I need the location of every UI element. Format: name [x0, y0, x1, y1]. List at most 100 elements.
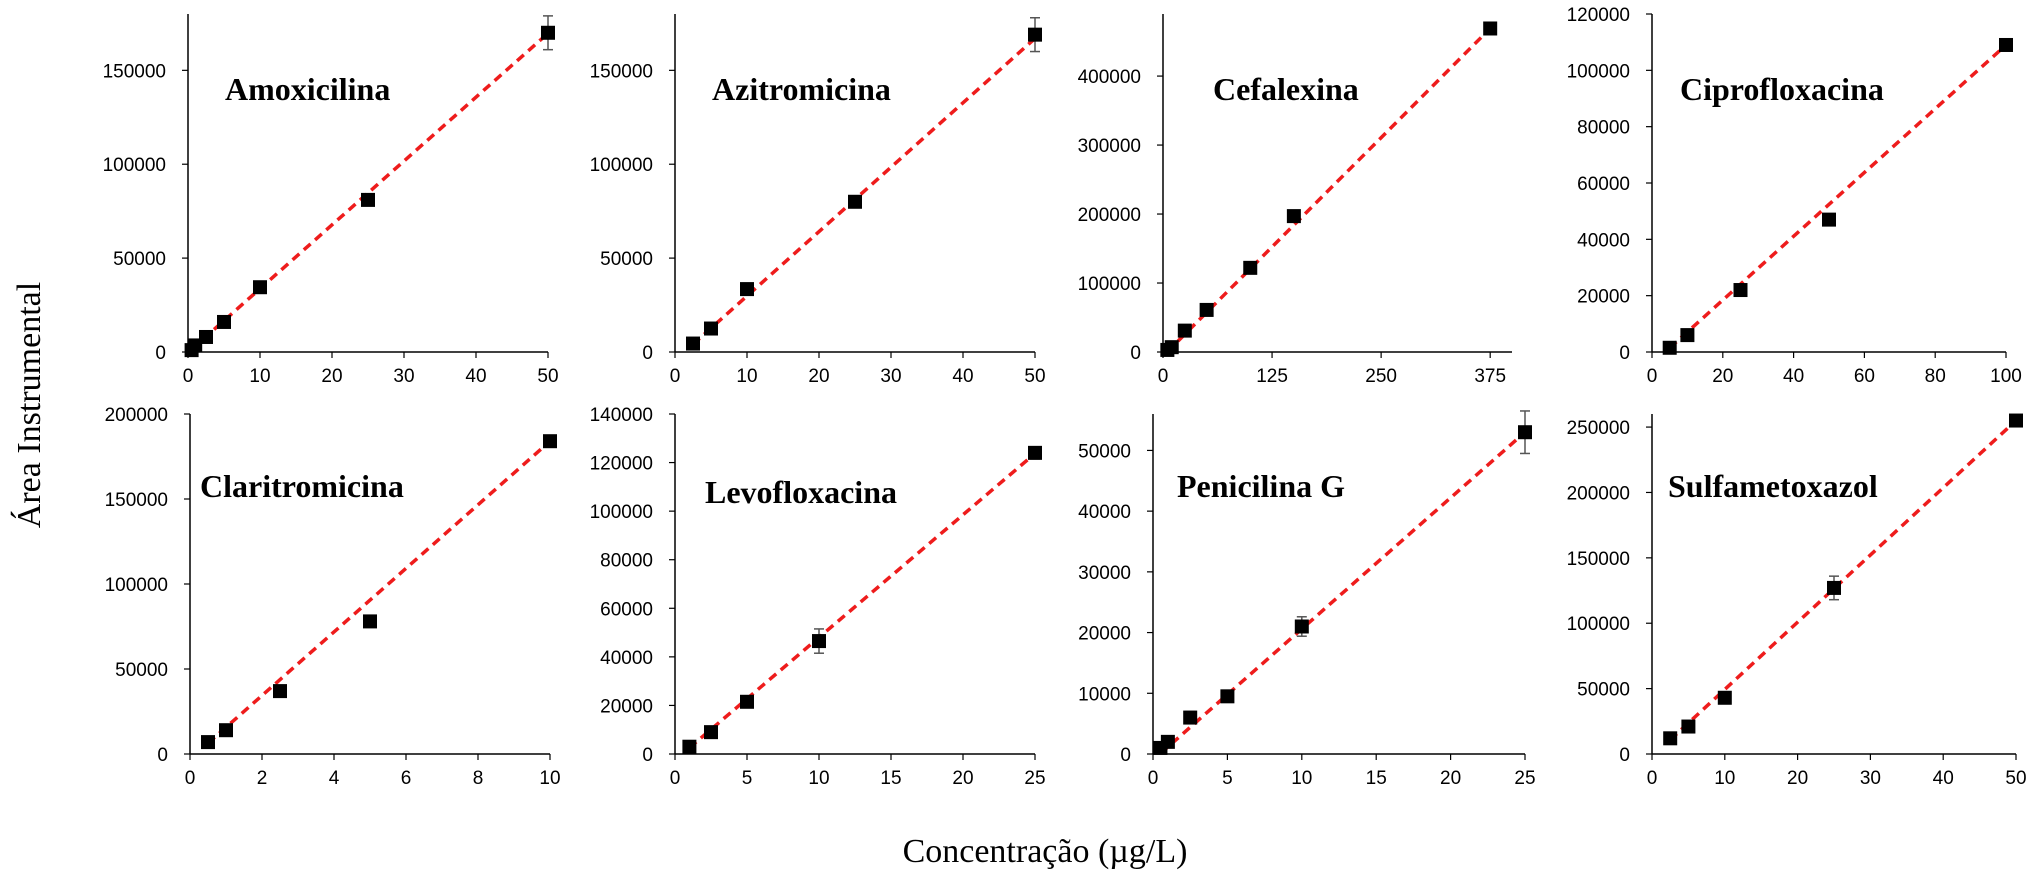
data-point [217, 314, 231, 329]
panel-title: Levofloxacina [705, 474, 897, 510]
y-tick-label: 50000 [1577, 680, 1630, 701]
data-point [273, 684, 287, 699]
x-tick-label: 5 [1222, 768, 1233, 789]
x-tick-label: 8 [473, 768, 484, 789]
x-tick-label: 50 [537, 366, 558, 387]
y-tick-label: 140000 [590, 405, 653, 426]
fit-line [1668, 43, 2008, 350]
x-tick-label: 100 [1990, 366, 2022, 387]
y-tick-label: 0 [1120, 745, 1131, 766]
data-point [1483, 21, 1498, 36]
fit-line [1166, 27, 1492, 354]
y-tick-label: 100000 [103, 155, 166, 176]
y-tick-label: 50000 [600, 249, 653, 270]
x-tick-label: 125 [1256, 366, 1288, 387]
chart-panel: 0 50000 100000 150000 0 10 20 30 40 50 Azitromicin… [590, 14, 1046, 387]
x-tick-label: 0 [1647, 768, 1658, 789]
y-tick-label: 0 [1130, 343, 1141, 364]
x-tick-label: 250 [1365, 366, 1397, 387]
data-point [253, 280, 267, 295]
y-tick-label: 100000 [590, 155, 653, 176]
data-point [1822, 212, 1836, 227]
y-tick-label: 100000 [1567, 614, 1630, 635]
y-tick-label: 0 [1619, 745, 1630, 766]
y-tick-label: 60000 [600, 599, 653, 620]
y-tick-label: 50000 [113, 249, 166, 270]
data-point [1220, 689, 1235, 704]
x-tick-label: 6 [401, 768, 412, 789]
chart-panel: 0 50000 100000 150000 200000 250000 0 10 20 30 40 5… [1567, 413, 2027, 789]
x-tick-label: 10 [539, 768, 560, 789]
data-point [686, 336, 700, 351]
y-tick-label: 200000 [1078, 205, 1141, 226]
y-tick-label: 0 [642, 745, 653, 766]
x-tick-label: 20 [1712, 366, 1733, 387]
x-tick-label: 80 [1925, 366, 1946, 387]
x-tick-label: 10 [736, 366, 757, 387]
y-tick-label: 0 [1619, 343, 1630, 364]
x-tick-label: 15 [880, 768, 901, 789]
x-tick-label: 25 [1514, 768, 1535, 789]
data-point [1164, 340, 1179, 355]
data-point [704, 321, 718, 336]
data-point [1243, 260, 1258, 275]
panel-title: Ciprofloxacina [1680, 71, 1884, 107]
x-tick-label: 5 [742, 768, 753, 789]
data-point [1028, 27, 1042, 42]
y-tick-label: 40000 [1078, 502, 1131, 523]
panel-title: Azitromicina [712, 71, 891, 107]
y-tick-label: 0 [642, 343, 653, 364]
data-point [1294, 619, 1309, 634]
panel-title: Penicilina G [1177, 468, 1345, 504]
chart-panel: 0 50000 100000 150000 200000 0 2 4 6 8 10 Claritrom… [105, 405, 561, 789]
y-tick-label: 60000 [1577, 174, 1630, 195]
y-tick-label: 10000 [1078, 684, 1131, 705]
data-point [848, 194, 862, 209]
y-tick-label: 150000 [103, 61, 166, 82]
data-point [1286, 209, 1301, 224]
x-tick-label: 375 [1474, 366, 1506, 387]
x-tick-label: 20 [1787, 768, 1808, 789]
x-tick-label: 0 [1148, 768, 1159, 789]
y-tick-label: 0 [155, 343, 166, 364]
x-tick-label: 25 [1024, 768, 1045, 789]
x-tick-label: 4 [329, 768, 340, 789]
y-tick-label: 0 [157, 745, 168, 766]
x-tick-label: 40 [1933, 768, 1954, 789]
x-tick-label: 0 [183, 366, 194, 387]
data-point [1518, 425, 1532, 440]
chart-panel: 0 20000 40000 60000 80000 100000 120000 0 20 40 60… [1567, 5, 2022, 387]
data-point [219, 723, 233, 738]
x-tick-label: 30 [880, 366, 901, 387]
data-point [1733, 283, 1748, 298]
panel-title: Amoxicilina [225, 71, 390, 107]
data-point [363, 614, 377, 629]
y-tick-label: 20000 [1577, 287, 1630, 308]
y-tick-label: 50000 [1078, 441, 1131, 462]
data-point [188, 338, 203, 353]
y-tick-label: 50000 [115, 660, 168, 681]
fit-line [190, 32, 550, 351]
data-point [1663, 731, 1678, 746]
y-tick-label: 200000 [105, 405, 168, 426]
y-tick-label: 150000 [1567, 549, 1630, 570]
y-tick-label: 150000 [105, 490, 168, 511]
x-tick-label: 30 [1860, 768, 1881, 789]
x-tick-label: 10 [249, 366, 270, 387]
y-axis-label: Área Instrumental [11, 282, 48, 528]
x-tick-label: 0 [1647, 366, 1658, 387]
data-point [740, 282, 754, 297]
y-tick-label: 20000 [1078, 624, 1131, 645]
x-tick-label: 40 [465, 366, 486, 387]
y-tick-label: 80000 [600, 551, 653, 572]
x-tick-label: 30 [393, 366, 414, 387]
y-tick-label: 150000 [590, 61, 653, 82]
x-tick-label: 40 [952, 366, 973, 387]
x-tick-label: 50 [1024, 366, 1045, 387]
y-tick-label: 100000 [1078, 274, 1141, 295]
data-point [1028, 445, 1042, 460]
y-tick-label: 30000 [1078, 563, 1131, 584]
y-tick-label: 100000 [590, 502, 653, 523]
